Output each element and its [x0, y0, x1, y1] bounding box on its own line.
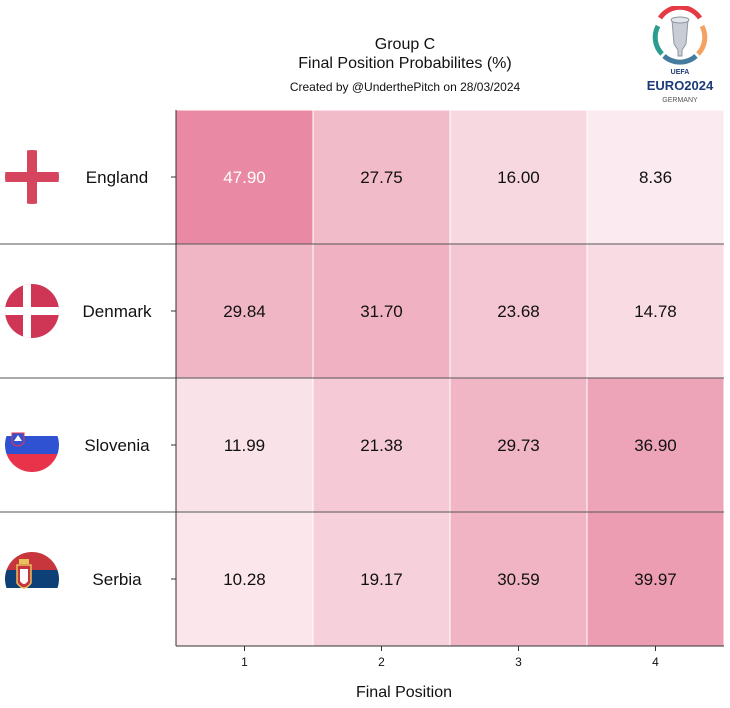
cell-value-label: 30.59 — [497, 570, 540, 589]
cell-value-label: 27.75 — [360, 168, 403, 187]
logo-country: GERMANY — [662, 97, 698, 104]
slovenia-flag — [5, 418, 59, 472]
heatmap-cell — [312, 109, 451, 245]
euro2024-logo: UEFA EURO2024 GERMANY — [640, 4, 720, 110]
denmark-flag — [5, 284, 59, 338]
chart-subtitle: Final Position Probabilites (%) — [298, 55, 512, 72]
cell-value-label: 29.84 — [223, 302, 266, 321]
cell-value-label: 14.78 — [634, 302, 677, 321]
cell-value-label: 36.90 — [634, 436, 677, 455]
chart-credit: Created by @UnderthePitch on 28/03/2024 — [289, 80, 521, 94]
cell-value-label: 16.00 — [497, 168, 540, 187]
team-label: Slovenia — [84, 436, 150, 455]
cell-value-label: 8.36 — [639, 168, 672, 187]
x-tick-label: 2 — [378, 655, 385, 669]
cell-value-label: 47.90 — [223, 168, 266, 187]
team-label: Denmark — [83, 302, 152, 321]
cell-value-label: 10.28 — [223, 570, 266, 589]
x-tick-label: 1 — [241, 655, 248, 669]
logo-euro: EURO2024 — [647, 78, 714, 93]
x-axis-label: Final Position — [356, 684, 452, 701]
heatmap-cell — [449, 377, 588, 513]
cell-value-label: 31.70 — [360, 302, 403, 321]
heatmap-cell — [586, 243, 725, 379]
cell-value-label: 39.97 — [634, 570, 677, 589]
x-tick-label: 4 — [652, 655, 659, 669]
cell-value-label: 23.68 — [497, 302, 540, 321]
heatmap-cell — [175, 377, 314, 513]
england-flag — [5, 150, 59, 204]
serbia-flag — [5, 552, 59, 606]
heatmap-cell — [449, 511, 588, 647]
chart-title: Group C — [374, 36, 436, 53]
cell-value-label: 29.73 — [497, 436, 540, 455]
logo-uefa: UEFA — [671, 69, 690, 76]
team-label: England — [86, 168, 148, 187]
heatmap-cell — [586, 511, 725, 647]
heatmap-cell — [586, 109, 725, 245]
heatmap-cell — [586, 377, 725, 513]
heatmap-cell — [175, 511, 314, 647]
cell-value-label: 19.17 — [360, 570, 403, 589]
x-tick-label: 3 — [515, 655, 522, 669]
team-label: Serbia — [92, 570, 142, 589]
heatmap-cell — [449, 109, 588, 245]
cell-value-label: 11.99 — [224, 436, 265, 455]
cell-value-label: 21.38 — [360, 436, 403, 455]
heatmap-cell — [175, 109, 314, 245]
heatmap-cell — [312, 243, 451, 379]
